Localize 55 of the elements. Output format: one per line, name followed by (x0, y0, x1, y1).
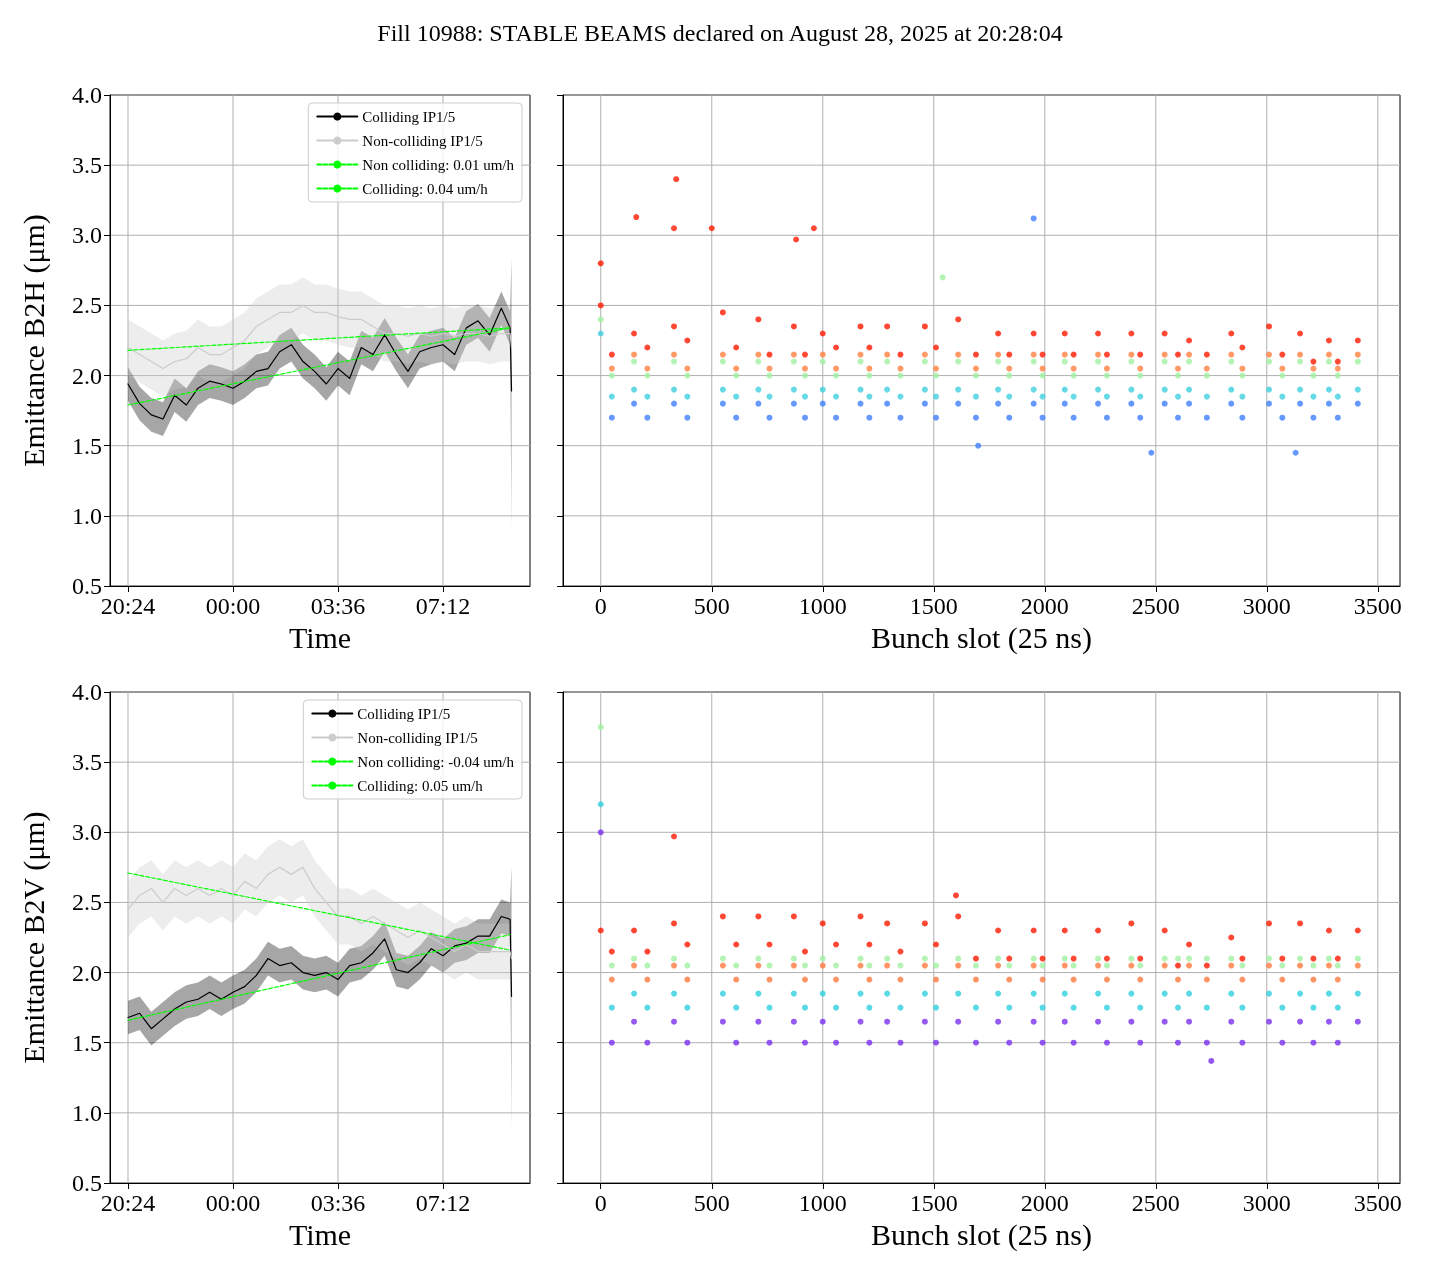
y-tick-label: 3.5 (72, 749, 102, 776)
text: Fill 10988: STABLE BEAMS declared on August 28, 2025 at 20:28:04 (376, 20, 1064, 47)
legend-label: Colliding IP1/5 (357, 705, 451, 722)
x-axis-title: Time (288, 621, 352, 655)
x-tick-label: 500 (693, 1190, 730, 1216)
x-tick-label: 00:00 (205, 593, 261, 619)
x-tick-label: 1000 (798, 1190, 847, 1216)
x-tick-label: 3500 (1353, 593, 1402, 619)
x-tick-label: 20:24 (100, 1190, 156, 1216)
y-tick-label: 1.0 (72, 502, 102, 529)
x-tick-label: 1000 (798, 593, 847, 619)
y-tick-label: 0.5 (72, 1170, 102, 1196)
x-tick-label: 2000 (1020, 1190, 1069, 1216)
x-tick-label: 03:36 (310, 593, 366, 619)
y-tick-label: 2.0 (72, 362, 102, 389)
legend-label: Non colliding: 0.01 um/h (362, 156, 515, 173)
y-tick-label: 2.0 (72, 959, 102, 986)
x-tick-label: 00:00 (205, 1190, 261, 1216)
x-tick-label: 2500 (1131, 593, 1180, 619)
y-tick-label: 2.5 (72, 292, 102, 319)
x-tick-label: 1500 (909, 1190, 958, 1216)
legend-label: Non-colliding IP1/5 (357, 729, 478, 746)
y-tick-label: 3.5 (72, 152, 102, 179)
x-tick-label: 3500 (1353, 1190, 1402, 1216)
legend-label: Colliding: 0.04 um/h (362, 180, 489, 197)
legend-label: Colliding: 0.05 um/h (357, 777, 484, 794)
y-axis-title: Emittance B2H (μm) (16, 214, 51, 467)
y-tick-label: 4.0 (72, 679, 102, 705)
legend-label: Colliding IP1/5 (362, 108, 456, 125)
x-axis-title: Time (288, 1218, 352, 1252)
x-tick-label: 1500 (909, 593, 958, 619)
legend-label: Non-colliding IP1/5 (362, 132, 483, 149)
x-tick-label: 500 (693, 593, 730, 619)
y-tick-label: 0.5 (72, 573, 102, 599)
y-tick-label: 1.0 (72, 1099, 102, 1126)
y-tick-label: 1.5 (72, 1029, 102, 1056)
x-tick-label: 2500 (1131, 1190, 1180, 1216)
x-tick-label: 03:36 (310, 1190, 366, 1216)
y-tick-label: 2.5 (72, 889, 102, 916)
x-tick-label: 20:24 (100, 593, 156, 619)
x-tick-label: 07:12 (415, 593, 471, 619)
legend-label: Non colliding: -0.04 um/h (357, 753, 515, 770)
y-axis-title: Emittance B2V (μm) (16, 811, 51, 1064)
x-tick-label: 0 (594, 593, 607, 619)
y-tick-label: 3.0 (72, 222, 102, 249)
x-tick-label: 3000 (1242, 1190, 1291, 1216)
x-axis-title: Bunch slot (25 ns) (871, 621, 1092, 656)
y-tick-label: 1.5 (72, 432, 102, 459)
x-tick-label: 2000 (1020, 593, 1069, 619)
x-axis-title: Bunch slot (25 ns) (871, 1218, 1092, 1253)
x-tick-label: 0 (594, 1190, 607, 1216)
x-tick-label: 3000 (1242, 593, 1291, 619)
x-tick-label: 07:12 (415, 1190, 471, 1216)
y-tick-label: 3.0 (72, 819, 102, 846)
y-tick-label: 4.0 (72, 82, 102, 108)
